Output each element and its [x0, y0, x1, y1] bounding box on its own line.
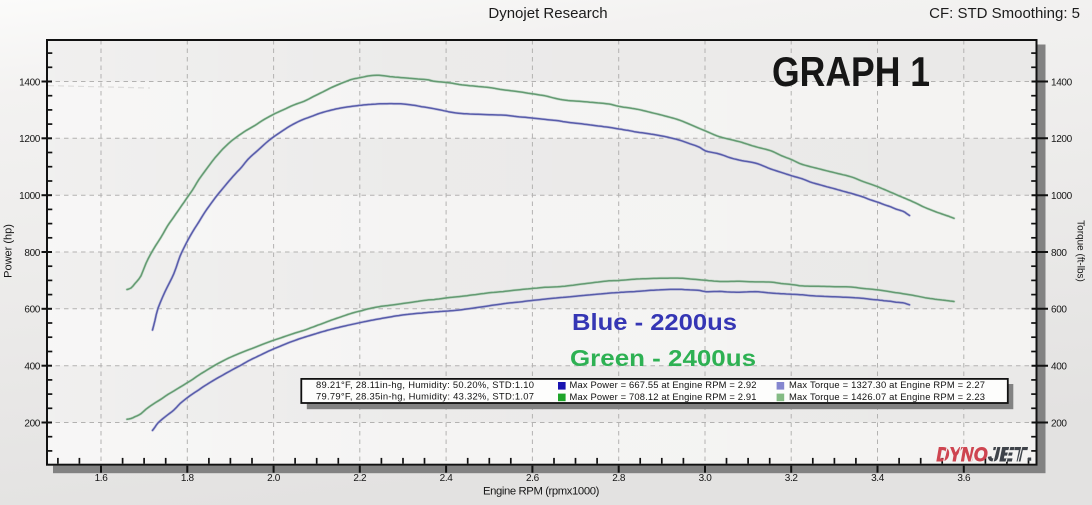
svg-text:1.6: 1.6 [95, 473, 109, 484]
svg-text:400: 400 [1051, 362, 1067, 373]
svg-text:DYNO: DYNO [937, 444, 988, 466]
svg-text:1200: 1200 [1051, 134, 1073, 145]
svg-text:3.6: 3.6 [957, 473, 971, 484]
svg-text:400: 400 [24, 362, 40, 373]
svg-text:1400: 1400 [19, 77, 41, 88]
svg-text:2.2: 2.2 [353, 473, 367, 484]
svg-text:2.4: 2.4 [440, 473, 454, 484]
svg-text:600: 600 [24, 305, 40, 316]
svg-text:1000: 1000 [1051, 191, 1073, 202]
svg-text:Max Power = 667.55 at Engine: Max Power = 667.55 at Engine RPM = 2.92 [570, 379, 757, 390]
svg-text:3.0: 3.0 [699, 473, 713, 484]
svg-text:89.21°F, 28.11in-hg, Humidity: 89.21°F, 28.11in-hg, Humidity: 50.20%, S… [316, 379, 534, 390]
svg-text:Power (hp): Power (hp) [3, 224, 15, 278]
svg-text:600: 600 [1051, 305, 1067, 316]
svg-text:3.4: 3.4 [871, 473, 885, 484]
svg-text:800: 800 [24, 248, 40, 259]
svg-text:1.8: 1.8 [181, 473, 195, 484]
svg-text:Max Torque = 1327.30 at Engi: Max Torque = 1327.30 at Engine RPM = 2.2… [789, 379, 985, 390]
svg-text:1200: 1200 [19, 134, 41, 145]
svg-text:200: 200 [1051, 418, 1067, 429]
svg-text:1000: 1000 [19, 191, 41, 202]
svg-text:Torque (ft-lbs): Torque (ft-lbs) [1075, 220, 1086, 282]
svg-text:Max Torque = 1426.07 at Engi: Max Torque = 1426.07 at Engine RPM = 2.2… [789, 391, 985, 402]
svg-text:Dynojet Research: Dynojet Research [488, 5, 607, 22]
svg-text:800: 800 [1051, 248, 1067, 259]
svg-text:Max Power = 708.12 at Engine: Max Power = 708.12 at Engine RPM = 2.91 [570, 391, 757, 402]
svg-text:2.6: 2.6 [526, 473, 540, 484]
svg-text:79.79°F, 28.35in-hg, Humidity: 79.79°F, 28.35in-hg, Humidity: 43.32%, S… [316, 391, 534, 402]
svg-text:Green - 2400us: Green - 2400us [570, 345, 756, 371]
svg-text:1400: 1400 [1051, 77, 1073, 88]
svg-text:200: 200 [24, 418, 40, 429]
svg-text:3.2: 3.2 [785, 473, 799, 484]
svg-text:Engine RPM (rpmx1000): Engine RPM (rpmx1000) [483, 486, 600, 498]
svg-text:2.0: 2.0 [267, 473, 281, 484]
svg-text:GRAPH 1: GRAPH 1 [772, 48, 930, 95]
svg-text:Blue - 2200us: Blue - 2200us [572, 309, 737, 335]
svg-text:2.8: 2.8 [612, 473, 626, 484]
svg-text:CF: STD Smoothing: 5: CF: STD Smoothing: 5 [929, 5, 1080, 22]
